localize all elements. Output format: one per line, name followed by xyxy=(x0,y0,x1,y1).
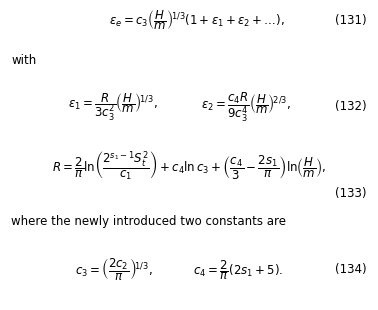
Text: (133): (133) xyxy=(335,187,367,200)
Text: $c_3 = \left(\dfrac{2c_2}{\pi}\right)^{\!1/3},$: $c_3 = \left(\dfrac{2c_2}{\pi}\right)^{\… xyxy=(74,257,152,283)
Text: $\varepsilon_2 = \dfrac{c_4 R}{9c_3^4}\left(\dfrac{H}{m}\right)^{\!2/3},$: $\varepsilon_2 = \dfrac{c_4 R}{9c_3^4}\l… xyxy=(201,90,291,124)
Text: with: with xyxy=(11,54,37,67)
Text: $R = \dfrac{2}{\pi}\ln\!\left(\dfrac{2^{s_1-1}S_t^2}{c_1}\right) + c_4\ln c_3 + : $R = \dfrac{2}{\pi}\ln\!\left(\dfrac{2^{… xyxy=(52,150,326,182)
Text: $\varepsilon_e = c_3\left(\dfrac{H}{m}\right)^{\!1/3}(1 + \varepsilon_1 + \varep: $\varepsilon_e = c_3\left(\dfrac{H}{m}\r… xyxy=(108,8,285,32)
Text: $\varepsilon_1 = \dfrac{R}{3c_3^2}\left(\dfrac{H}{m}\right)^{\!1/3},$: $\varepsilon_1 = \dfrac{R}{3c_3^2}\left(… xyxy=(68,91,158,123)
Text: (132): (132) xyxy=(335,100,367,113)
Text: (131): (131) xyxy=(335,14,367,27)
Text: where the newly introduced two constants are: where the newly introduced two constants… xyxy=(11,215,287,228)
Text: (134): (134) xyxy=(335,263,367,276)
Text: $c_4 = \dfrac{2}{\pi}(2s_1 + 5).$: $c_4 = \dfrac{2}{\pi}(2s_1 + 5).$ xyxy=(193,258,283,281)
